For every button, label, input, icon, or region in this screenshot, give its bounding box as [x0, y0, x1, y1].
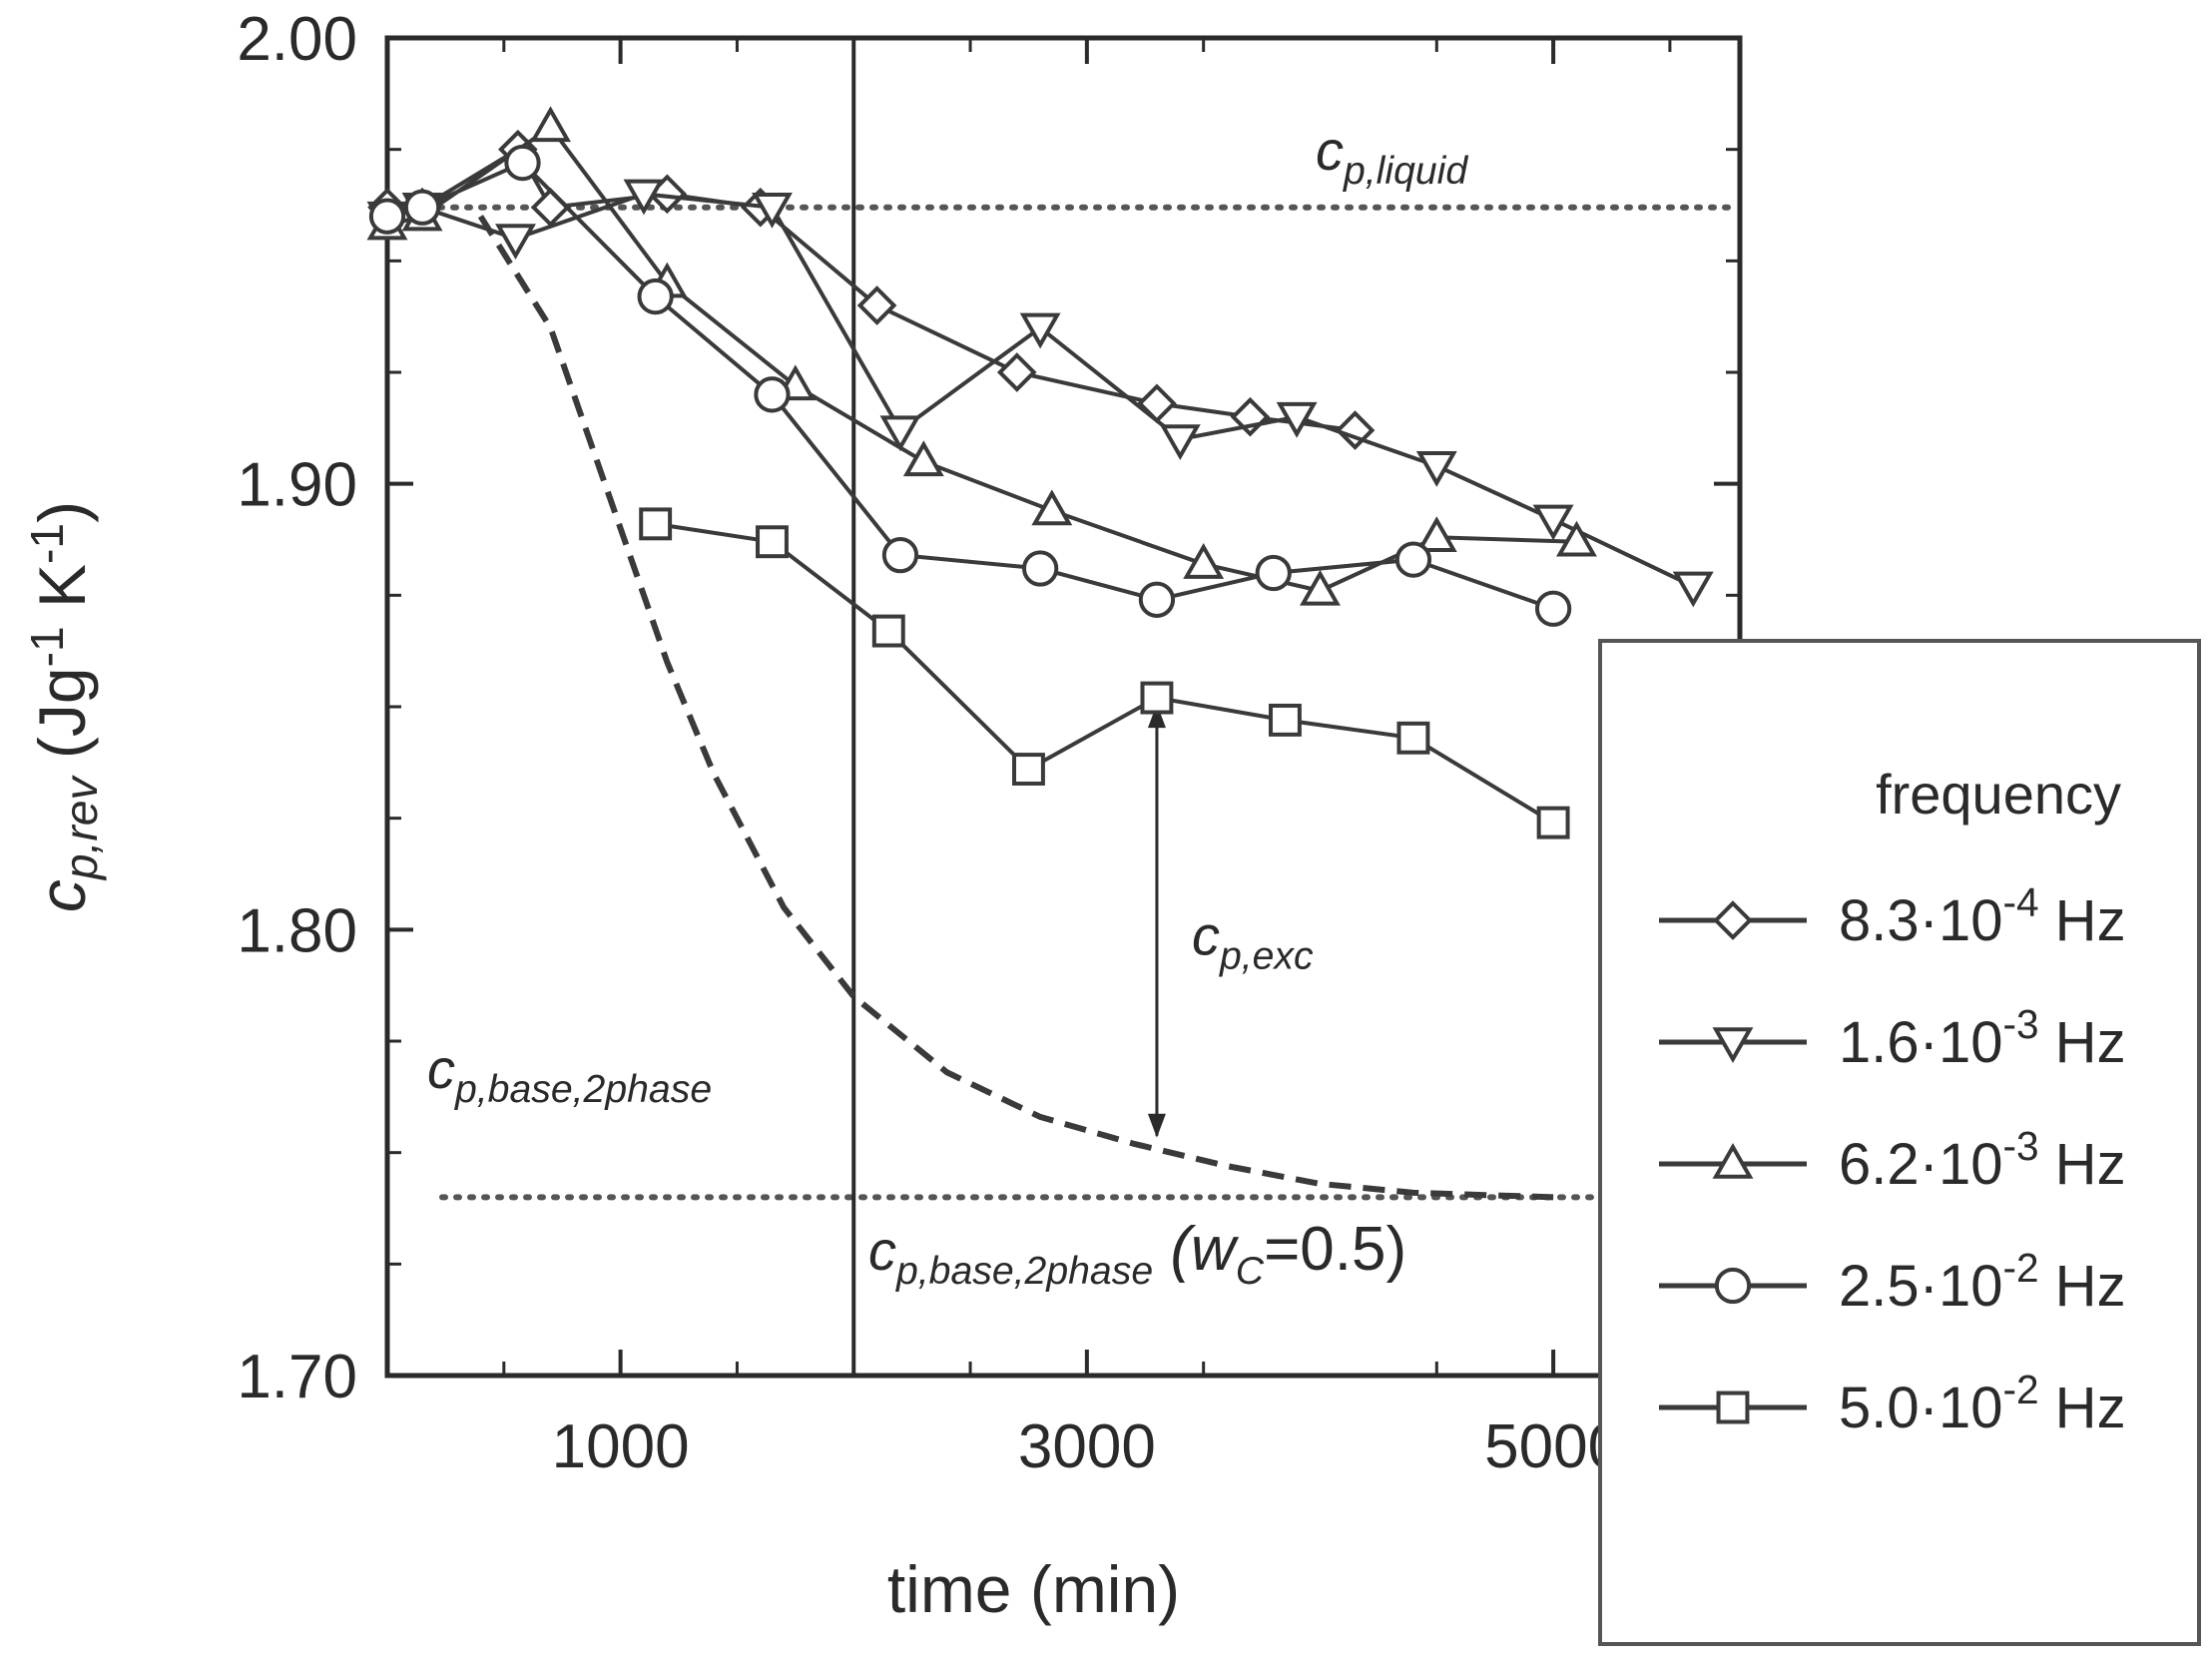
y-tick-label: 2.00	[237, 5, 357, 74]
circle-marker	[1255, 554, 1292, 592]
legend-label: 2.5·10-2 Hz	[1839, 1245, 2126, 1319]
x-tick-label: 3000	[1018, 1412, 1156, 1481]
circle-marker	[504, 144, 541, 182]
legend-label: 8.3·10-4 Hz	[1839, 879, 2126, 953]
liquid-label: cp,liquid	[1316, 119, 1468, 193]
triangle-down-marker	[1159, 424, 1201, 461]
triangle-down-marker	[1712, 1027, 1754, 1064]
triangle-up-marker	[1183, 543, 1225, 579]
circle-marker	[1534, 590, 1572, 627]
baseline-curve	[477, 215, 1554, 1201]
legend-label: 1.6·10-3 Hz	[1839, 1001, 2126, 1075]
exc-label: cp,exc	[1192, 903, 1314, 977]
legend-label: 5.0·10-2 Hz	[1839, 1367, 2126, 1440]
triangle-down-marker	[1276, 401, 1318, 438]
data-series	[366, 106, 1714, 839]
square-marker	[756, 525, 789, 559]
legend-item: 5.0·10-2 Hz	[1659, 1367, 2126, 1440]
exc-arrow-head-bottom	[1147, 1113, 1166, 1138]
square-marker	[1140, 681, 1174, 715]
series-line	[387, 146, 1356, 433]
legend: frequency 8.3·10-4 Hz 1.6·10-3 Hz 6.2·10-3 …	[1598, 639, 2201, 1646]
diamond-marker	[1335, 410, 1376, 450]
square-marker	[1268, 703, 1302, 737]
triangle-down-marker	[1672, 571, 1714, 608]
triangle-down-marker	[495, 224, 536, 261]
legend-item: 8.3·10-4 Hz	[1659, 879, 2126, 953]
legend-title: frequency	[1876, 763, 2121, 826]
square-marker	[871, 614, 905, 648]
y-tick-label: 1.80	[237, 896, 357, 965]
circle-marker	[1021, 550, 1059, 587]
base-curve-label: cp,base,2phase	[427, 1037, 712, 1111]
series-line	[386, 160, 1554, 611]
y-tick-label: 1.90	[237, 451, 357, 520]
diamond-marker	[856, 285, 897, 325]
series-circle	[368, 144, 1572, 627]
triangle-up-marker	[1031, 489, 1073, 526]
legend-label: 6.2·10-3 Hz	[1839, 1123, 2126, 1197]
diamond-marker	[1713, 900, 1753, 940]
circle-marker	[1714, 1267, 1752, 1305]
square-marker	[1536, 806, 1570, 839]
circle-marker	[881, 536, 919, 574]
reference-lines	[394, 38, 1738, 1376]
triangle-down-marker	[1415, 451, 1457, 487]
legend-item: 6.2·10-3 Hz	[1659, 1123, 2126, 1197]
triangle-up-marker	[902, 440, 944, 477]
exc-arrow-head-top	[1147, 704, 1166, 729]
triangle-down-marker	[1532, 504, 1574, 541]
circle-marker	[1394, 541, 1432, 578]
series-line	[386, 124, 1577, 593]
circle-marker	[1138, 581, 1176, 618]
square-marker	[1716, 1391, 1750, 1424]
series-line	[386, 192, 1695, 589]
triangle-up-marker	[1415, 516, 1457, 553]
triangle-up-marker	[1556, 520, 1597, 557]
plot-frame	[384, 35, 1743, 1379]
triangle-up-marker	[1712, 1142, 1754, 1179]
base-line-label: cp,base,2phase (wC=0.5)	[868, 1215, 1406, 1293]
series-square	[639, 507, 1570, 839]
triangle-down-marker	[752, 192, 793, 229]
legend-item: 2.5·10-2 Hz	[1659, 1245, 2126, 1319]
y-tick-label: 1.70	[237, 1343, 357, 1411]
triangle-down-marker	[879, 415, 921, 452]
x-tick-label: 1000	[552, 1412, 690, 1481]
y-axis-title: cp,rev (Jg-1 K-1)	[21, 501, 107, 912]
triangle-up-marker	[530, 106, 571, 143]
x-axis-title: time (min)	[887, 1552, 1180, 1626]
triangle-up-marker	[1300, 569, 1341, 606]
circle-marker	[637, 278, 674, 315]
triangle-down-marker	[1019, 312, 1061, 349]
diamond-marker	[1230, 396, 1271, 437]
diamond-marker	[1137, 383, 1177, 424]
circle-marker	[754, 376, 791, 413]
circle-marker	[403, 189, 441, 226]
square-marker	[1012, 753, 1045, 786]
circle-marker	[368, 198, 406, 235]
legend-box	[1598, 639, 2201, 1646]
axis-ticks	[387, 36, 1740, 1378]
square-marker	[1396, 721, 1430, 755]
square-marker	[639, 507, 673, 541]
diamond-marker	[996, 352, 1037, 392]
series-line	[655, 521, 1555, 825]
diamond-marker	[530, 187, 571, 228]
triangle-down-marker	[623, 179, 665, 216]
legend-item: 1.6·10-3 Hz	[1659, 1001, 2126, 1075]
